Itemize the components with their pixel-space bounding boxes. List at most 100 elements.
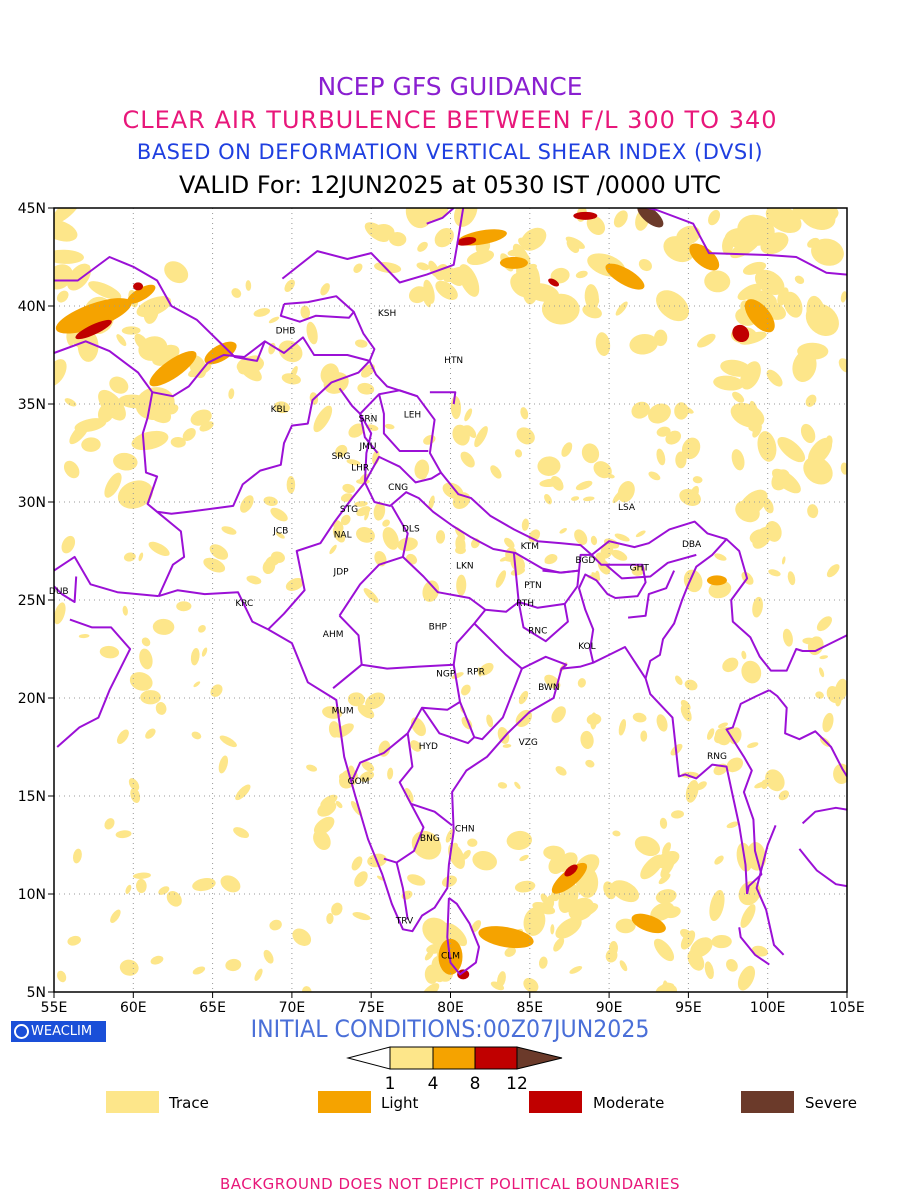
turbulence-area — [428, 495, 435, 510]
border-iran-turkmen — [54, 340, 154, 393]
turbulence-area — [121, 326, 141, 335]
turbulence-area — [497, 727, 510, 744]
border-nepal — [451, 524, 580, 574]
turbulence-area — [629, 333, 658, 355]
turbulence-area — [411, 830, 442, 860]
turbulence-area — [726, 959, 738, 972]
legend-swatch-light — [318, 1091, 371, 1113]
turbulence-area — [64, 398, 77, 407]
turbulence-area — [495, 570, 507, 588]
turbulence-area — [537, 456, 561, 476]
lon-tick-label: 80E — [437, 1000, 464, 1016]
turbulence-area — [423, 279, 435, 304]
turbulence-area — [465, 425, 477, 438]
turbulence-area — [192, 966, 206, 975]
turbulence-area — [593, 461, 612, 479]
turbulence-area — [99, 645, 120, 659]
turbulence-field — [54, 208, 847, 992]
turbulence-area — [815, 691, 824, 699]
turbulence-area — [748, 424, 761, 433]
turbulence-area — [115, 830, 132, 839]
turbulence-area — [443, 922, 468, 947]
turbulence-area — [326, 912, 334, 925]
turbulence-area — [57, 970, 67, 983]
lat-tick-label: 40N — [18, 299, 46, 315]
turbulence-area — [679, 405, 694, 414]
turbulence-area — [74, 418, 107, 433]
turbulence-area — [732, 391, 745, 403]
turbulence-area — [435, 530, 446, 544]
turbulence-area — [490, 465, 502, 479]
turbulence-area — [284, 279, 295, 292]
turbulence-area — [714, 855, 724, 865]
turbulence-area — [590, 712, 598, 730]
turbulence-area — [782, 628, 793, 647]
turbulence-area — [218, 755, 229, 774]
turbulence-area — [166, 891, 182, 907]
turbulence-area — [404, 787, 414, 803]
turbulence-area — [471, 920, 482, 933]
turbulence-area — [497, 782, 508, 789]
turbulence-area — [740, 904, 756, 929]
turbulence-area — [573, 211, 598, 220]
turbulence-area — [363, 588, 379, 603]
station-label-rng: RNG — [707, 752, 727, 762]
turbulence-area — [486, 714, 494, 728]
turbulence-area — [128, 778, 140, 791]
turbulence-area — [781, 556, 786, 565]
colorbar-tick-label: 4 — [428, 1074, 439, 1094]
turbulence-area — [119, 959, 139, 976]
turbulence-area — [278, 340, 303, 363]
turbulence-area — [405, 208, 433, 229]
turbulence-area — [741, 650, 747, 660]
turbulence-area — [423, 435, 436, 445]
turbulence-area — [54, 359, 67, 387]
turbulence-area — [591, 572, 601, 581]
turbulence-area — [504, 947, 516, 957]
logo-circle-icon — [14, 1024, 29, 1039]
station-label-dub: DUB — [49, 587, 69, 597]
border-thailand-laos — [768, 689, 847, 777]
turbulence-area — [122, 605, 128, 616]
turbulence-area — [176, 601, 192, 612]
turbulence-area — [800, 423, 816, 444]
turbulence-area — [422, 917, 452, 946]
turbulence-area — [732, 324, 750, 343]
turbulence-area — [792, 350, 817, 382]
title-guidance: NCEP GFS GUIDANCE — [317, 72, 583, 101]
station-label-srn: SRN — [359, 415, 378, 425]
turbulence-area — [382, 527, 399, 550]
border-loc — [338, 387, 361, 415]
turbulence-area — [662, 982, 675, 989]
turbulence-area — [467, 838, 478, 847]
turbulence-area — [706, 575, 727, 586]
turbulence-area — [525, 283, 560, 302]
station-label-hyd: HYD — [419, 742, 438, 752]
turbulence-area — [543, 845, 565, 860]
border-aksai-chin — [429, 391, 457, 405]
turbulence-area — [54, 602, 66, 625]
turbulence-area — [582, 496, 595, 502]
turbulence-area — [127, 284, 156, 304]
turbulence-area — [584, 292, 600, 306]
turbulence-area — [75, 319, 112, 340]
turbulence-area — [550, 924, 555, 935]
turbulence-area — [582, 304, 602, 319]
turbulence-area — [514, 781, 521, 790]
turbulence-area — [523, 907, 546, 936]
turbulence-area — [597, 558, 611, 575]
turbulence-area — [140, 690, 161, 705]
turbulence-area — [353, 263, 363, 274]
turbulence-area — [451, 672, 464, 679]
turbulence-area — [548, 278, 559, 287]
turbulence-area — [811, 238, 844, 266]
turbulence-area — [286, 476, 296, 494]
turbulence-area — [352, 912, 371, 921]
state-line-odisha — [521, 655, 568, 670]
lon-tick-label: 75E — [358, 1000, 385, 1016]
turbulence-area — [631, 564, 646, 576]
station-label-bwn: BWN — [538, 683, 560, 693]
station-label-cng: CNG — [388, 483, 408, 493]
turbulence-area — [783, 291, 803, 318]
